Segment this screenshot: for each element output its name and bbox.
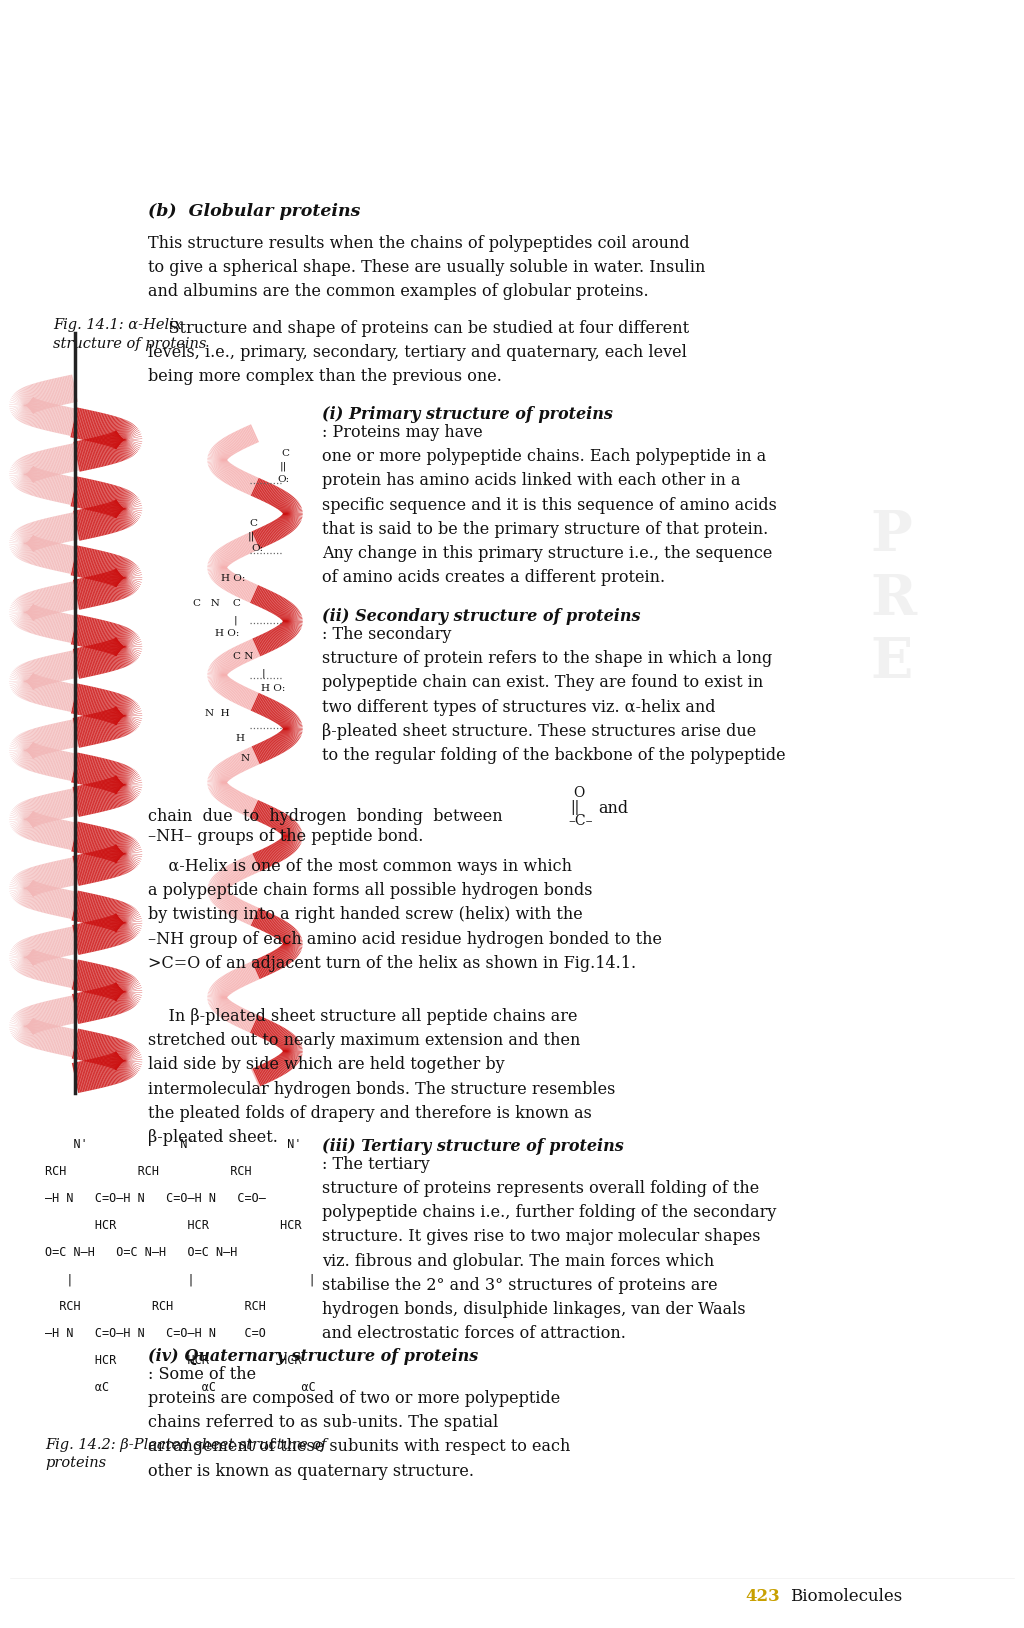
Text: (ii) Secondary structure of proteins: (ii) Secondary structure of proteins: [322, 609, 640, 625]
Text: Fig. 14.1: α-Helix
structure of proteins: Fig. 14.1: α-Helix structure of proteins: [53, 317, 207, 350]
Text: (i) Primary structure of proteins: (i) Primary structure of proteins: [322, 405, 613, 423]
Text: O:: O:: [251, 544, 263, 552]
Text: H O:: H O:: [215, 628, 240, 638]
Text: O: O: [573, 786, 585, 799]
Text: RCH          RCH          RCH: RCH RCH RCH: [45, 1166, 252, 1179]
Text: : Proteins may have
one or more polypeptide chains. Each polypeptide in a
protei: : Proteins may have one or more polypept…: [322, 425, 777, 586]
Text: αC             αC            αC: αC αC αC: [45, 1381, 315, 1394]
Text: RCH          RCH          RCH: RCH RCH RCH: [45, 1301, 266, 1314]
Text: |                |                |: | | |: [45, 1273, 315, 1286]
Text: In β-pleated sheet structure all peptide chains are
stretched out to nearly maxi: In β-pleated sheet structure all peptide…: [148, 1008, 615, 1146]
Text: H O:: H O:: [261, 684, 286, 692]
Text: –NH– groups of the peptide bond.: –NH– groups of the peptide bond.: [148, 829, 423, 845]
Text: Biomolecules: Biomolecules: [164, 24, 391, 54]
Text: (iii) Tertiary structure of proteins: (iii) Tertiary structure of proteins: [322, 1138, 624, 1154]
Text: : Some of the
proteins are composed of two or more polypeptide
chains referred t: : Some of the proteins are composed of t…: [148, 1366, 570, 1480]
Text: Biomolecules: Biomolecules: [790, 1587, 902, 1605]
Text: ||: ||: [570, 799, 580, 816]
Text: : The secondary
structure of protein refers to the shape in which a long
polypep: : The secondary structure of protein ref…: [322, 627, 785, 764]
Text: P
R
E: P R E: [870, 508, 916, 690]
Text: (iv) Quaternary structure of proteins: (iv) Quaternary structure of proteins: [148, 1348, 478, 1364]
Text: N  H: N H: [205, 708, 229, 718]
Text: chain  due  to  hydrogen  bonding  between: chain due to hydrogen bonding between: [148, 807, 503, 825]
Text: N: N: [241, 754, 250, 762]
Text: Fig. 14.2: β-Pleated sheet structure of
proteins: Fig. 14.2: β-Pleated sheet structure of …: [45, 1438, 327, 1470]
Text: –C–: –C–: [568, 814, 593, 829]
Text: : The tertiary
structure of proteins represents overall folding of the
polypepti: : The tertiary structure of proteins rep…: [322, 1156, 776, 1341]
Text: O=C N–H   O=C N–H   O=C N–H: O=C N–H O=C N–H O=C N–H: [45, 1245, 238, 1258]
Text: and: and: [598, 799, 628, 817]
Text: H O:: H O:: [221, 573, 245, 583]
Text: N'             N'             N': N' N' N': [45, 1138, 301, 1151]
Text: HCR          HCR          HCR: HCR HCR HCR: [45, 1219, 301, 1232]
Text: α-Helix is one of the most common ways in which
a polypeptide chain forms all po: α-Helix is one of the most common ways i…: [148, 858, 662, 972]
Text: O:: O:: [276, 475, 289, 484]
Text: –H N   C=O–H N   C=O–H N    C=O: –H N C=O–H N C=O–H N C=O: [45, 1327, 266, 1340]
Text: ||: ||: [280, 461, 287, 470]
Text: H: H: [236, 734, 245, 742]
Text: C N: C N: [232, 651, 253, 661]
Text: |: |: [261, 669, 265, 677]
Text: –H N   C=O–H N   C=O–H N   C=O–: –H N C=O–H N C=O–H N C=O–: [45, 1192, 266, 1205]
Text: ←: ←: [0, 24, 23, 54]
Text: C: C: [281, 449, 289, 457]
Text: |: |: [233, 615, 237, 625]
Text: C   N    C: C N C: [194, 599, 241, 607]
Text: 423: 423: [745, 1587, 780, 1605]
Text: ||: ||: [248, 531, 255, 540]
Text: (b)  Globular proteins: (b) Globular proteins: [148, 204, 360, 220]
Text: HCR          HCR          HCR: HCR HCR HCR: [45, 1354, 301, 1368]
Text: Structure and shape of proteins can be studied at four different
levels, i.e., p: Structure and shape of proteins can be s…: [148, 321, 689, 386]
Text: This structure results when the chains of polypeptides coil around
to give a sph: This structure results when the chains o…: [148, 234, 706, 301]
Text: C: C: [249, 519, 257, 527]
